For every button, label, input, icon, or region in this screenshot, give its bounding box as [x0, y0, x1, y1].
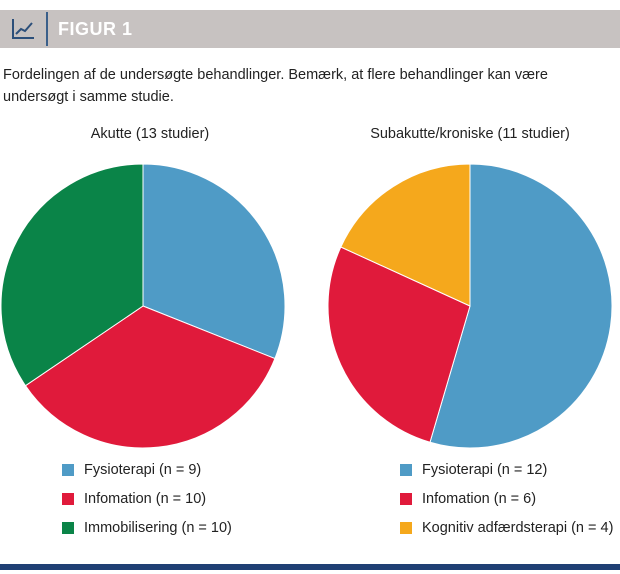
legend-swatch-kognitiv — [400, 522, 412, 534]
bottom-rule — [0, 564, 620, 570]
pie-slice-fysioterapi — [429, 163, 613, 449]
legend-item: Infomation (n = 10) — [62, 489, 232, 509]
header-divider — [46, 12, 48, 46]
legend-subakutte: Fysioterapi (n = 12) Infomation (n = 6) … — [400, 460, 613, 547]
pie-slice-immobilisering — [0, 163, 144, 387]
legend-label: Infomation (n = 6) — [422, 491, 537, 507]
line-chart-icon — [0, 10, 46, 48]
legend-swatch-fysioterapi — [400, 464, 412, 476]
figure-caption: Fordelingen af de undersøgte behandlinge… — [3, 67, 548, 105]
legend-swatch-infomation — [62, 493, 74, 505]
legend-item: Fysioterapi (n = 12) — [400, 460, 613, 480]
legend-label: Immobilisering (n = 10) — [84, 520, 232, 536]
legend-item: Fysioterapi (n = 9) — [62, 460, 232, 480]
legend-label: Fysioterapi (n = 12) — [422, 462, 548, 478]
legend-swatch-infomation — [400, 493, 412, 505]
legend-akutte: Fysioterapi (n = 9) Infomation (n = 10) … — [62, 460, 232, 547]
legend-label: Infomation (n = 10) — [84, 491, 207, 507]
legend-item: Immobilisering (n = 10) — [62, 518, 232, 538]
pie-slice-infomation — [327, 246, 471, 443]
pie-chart-subakutte — [327, 163, 613, 449]
pie-slice-infomation — [24, 305, 276, 449]
legend-label: Fysioterapi (n = 9) — [84, 462, 202, 478]
legend-swatch-fysioterapi — [62, 464, 74, 476]
figure-header: FIGUR 1 — [0, 10, 620, 48]
chart-title-subakutte: Subakutte/kroniske (11 studier) — [370, 126, 570, 142]
legend-swatch-immobilisering — [62, 522, 74, 534]
pie-slice-fysioterapi — [142, 163, 286, 360]
pie-chart-akutte — [0, 163, 286, 449]
chart-title-akutte: Akutte (13 studier) — [90, 126, 210, 142]
legend-item: Infomation (n = 6) — [400, 489, 613, 509]
legend-item: Kognitiv adfærdsterapi (n = 4) — [400, 518, 613, 538]
figure-label: FIGUR 1 — [58, 18, 133, 39]
legend-label: Kognitiv adfærdsterapi (n = 4) — [422, 520, 614, 536]
pie-slice-kognitiv — [340, 163, 471, 307]
